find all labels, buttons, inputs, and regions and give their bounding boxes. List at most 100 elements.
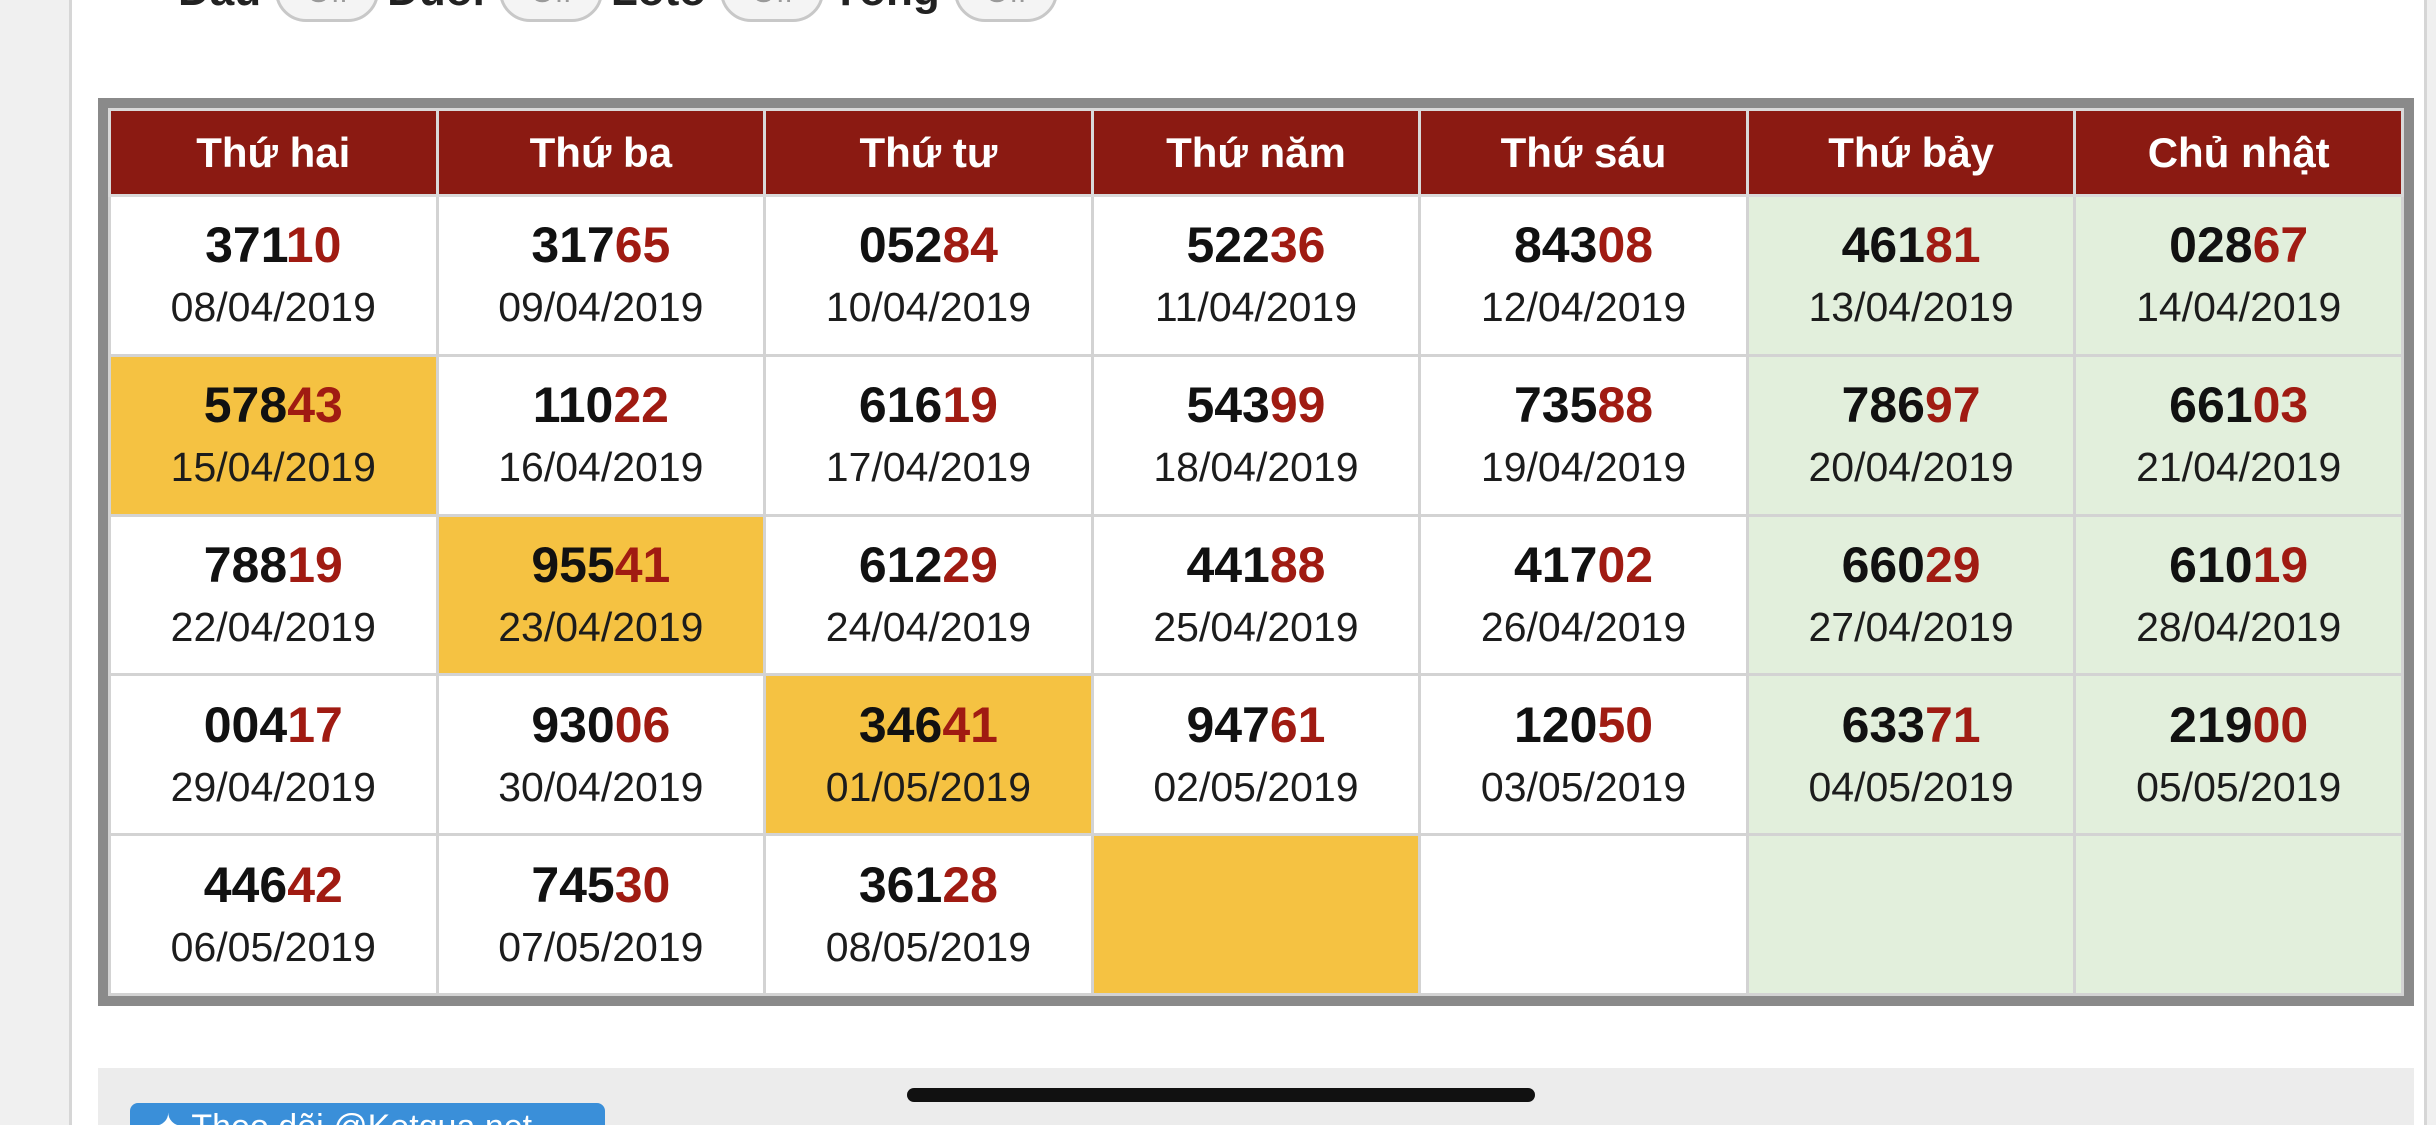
result-tail-digits: 08 xyxy=(1597,217,1654,274)
result-number: 78697 xyxy=(1749,375,2074,435)
result-date: 13/04/2019 xyxy=(1808,284,2014,331)
result-prefix-digits: 543 xyxy=(1186,377,1270,434)
day-cell[interactable]: 44642 06/05/2019 xyxy=(108,833,439,996)
day-cell[interactable]: 61019 28/04/2019 xyxy=(2073,513,2404,677)
result-date: 17/04/2019 xyxy=(825,444,1031,491)
day-cell[interactable]: 73588 19/04/2019 xyxy=(1418,353,1749,517)
result-date: 15/04/2019 xyxy=(170,444,376,491)
day-cell[interactable]: 57843 15/04/2019 xyxy=(108,353,439,517)
day-cell[interactable]: 61619 17/04/2019 xyxy=(763,353,1094,517)
result-tail-digits: 67 xyxy=(2252,217,2309,274)
result-prefix-digits: 317 xyxy=(531,217,615,274)
result-prefix-digits: 786 xyxy=(1841,377,1925,434)
result-number: 63371 xyxy=(1749,695,2074,755)
result-prefix-digits: 660 xyxy=(1841,536,1925,593)
result-prefix-digits: 361 xyxy=(858,856,943,913)
toggle-tong[interactable]: Off xyxy=(953,0,1058,22)
calendar-week-row: 57843 15/04/2019 11022 16/04/2019 61619 17/04… xyxy=(108,353,2404,517)
day-cell[interactable]: 02867 14/04/2019 xyxy=(2073,194,2404,357)
day-cell[interactable]: 21900 05/05/2019 xyxy=(2073,673,2404,837)
result-tail-digits: 06 xyxy=(614,696,671,753)
day-cell[interactable]: 36128 08/05/2019 xyxy=(763,833,1094,996)
header-thursday: Thứ năm xyxy=(1090,108,1422,197)
day-cell[interactable]: 95541 23/04/2019 xyxy=(435,513,767,677)
day-cell[interactable]: 66029 27/04/2019 xyxy=(1745,513,2077,677)
day-cell[interactable]: 12050 03/05/2019 xyxy=(1418,673,1749,837)
twitter-follow-button[interactable]: ✦ Theo dõi @Ketqua.net xyxy=(130,1103,605,1125)
result-prefix-digits: 661 xyxy=(2169,377,2253,434)
day-cell[interactable]: 78697 20/04/2019 xyxy=(1745,353,2077,517)
result-date: 30/04/2019 xyxy=(498,763,704,810)
day-cell[interactable]: 94761 02/05/2019 xyxy=(1090,673,1422,837)
result-tail-digits: 19 xyxy=(287,536,343,593)
result-date: 25/04/2019 xyxy=(1153,603,1359,650)
result-tail-digits: 81 xyxy=(1925,217,1981,274)
result-date: 20/04/2019 xyxy=(1808,444,2014,491)
result-prefix-digits: 955 xyxy=(531,536,615,593)
toggle-duoi[interactable]: Off xyxy=(498,0,603,22)
result-tail-digits: 17 xyxy=(287,696,343,753)
result-number: 31765 xyxy=(439,215,764,275)
header-monday: Thứ hai xyxy=(108,108,439,197)
result-number: 73588 xyxy=(1421,375,1746,435)
day-cell[interactable]: 05284 10/04/2019 xyxy=(763,194,1094,357)
result-date: 16/04/2019 xyxy=(498,444,704,491)
day-cell[interactable] xyxy=(1418,833,1749,996)
calendar-week-row: 78819 22/04/2019 95541 23/04/2019 61229 24/04… xyxy=(108,513,2404,677)
day-cell[interactable]: 63371 04/05/2019 xyxy=(1745,673,2077,837)
day-cell[interactable] xyxy=(1090,833,1422,996)
home-indicator xyxy=(907,1088,1535,1102)
calendar-week-row: 37110 08/04/2019 31765 09/04/2019 05284 10/04… xyxy=(108,194,2404,357)
result-number: 61619 xyxy=(766,375,1091,435)
result-date: 10/04/2019 xyxy=(825,284,1031,331)
result-prefix-digits: 110 xyxy=(532,377,614,434)
day-cell[interactable]: 84308 12/04/2019 xyxy=(1418,194,1749,357)
result-number: 02867 xyxy=(2076,215,2401,275)
day-cell[interactable]: 34641 01/05/2019 xyxy=(763,673,1094,837)
day-cell[interactable]: 31765 09/04/2019 xyxy=(435,194,767,357)
result-number: 34641 xyxy=(766,695,1091,755)
result-date: 03/05/2019 xyxy=(1480,763,1687,810)
filter-label-dau: Đầu xyxy=(178,0,261,16)
result-tail-digits: 00 xyxy=(2252,696,2309,753)
day-cell[interactable]: 54399 18/04/2019 xyxy=(1090,353,1422,517)
day-cell[interactable]: 61229 24/04/2019 xyxy=(763,513,1094,677)
day-cell[interactable]: 00417 29/04/2019 xyxy=(108,673,439,837)
day-cell[interactable]: 41702 26/04/2019 xyxy=(1418,513,1749,677)
result-number: 21900 xyxy=(2076,695,2401,755)
header-sunday: Chủ nhật xyxy=(2073,108,2404,197)
result-number: 94761 xyxy=(1094,695,1419,755)
toggle-loto[interactable]: Off xyxy=(720,0,825,22)
result-prefix-digits: 028 xyxy=(2169,217,2253,274)
result-tail-digits: 42 xyxy=(287,856,343,913)
result-date: 01/05/2019 xyxy=(825,763,1031,810)
day-cell[interactable]: 93006 30/04/2019 xyxy=(435,673,767,837)
toggle-dau[interactable]: Off xyxy=(275,0,380,22)
right-gutter xyxy=(2424,0,2436,1125)
result-tail-digits: 84 xyxy=(942,217,998,274)
day-cell[interactable]: 11022 16/04/2019 xyxy=(435,353,767,517)
result-prefix-digits: 446 xyxy=(203,856,288,913)
result-number: 44188 xyxy=(1094,535,1419,595)
calendar-table: Thứ hai Thứ ba Thứ tư Thứ năm Thứ sáu Th… xyxy=(108,108,2404,996)
result-tail-digits: 19 xyxy=(2252,536,2309,593)
day-cell[interactable]: 52236 11/04/2019 xyxy=(1090,194,1422,357)
result-prefix-digits: 788 xyxy=(203,536,288,593)
day-cell[interactable]: 46181 13/04/2019 xyxy=(1745,194,2077,357)
result-prefix-digits: 735 xyxy=(1514,377,1598,434)
result-tail-digits: 65 xyxy=(614,217,671,274)
day-cell[interactable]: 44188 25/04/2019 xyxy=(1090,513,1422,677)
day-cell[interactable]: 37110 08/04/2019 xyxy=(108,194,439,357)
result-date: 26/04/2019 xyxy=(1480,603,1687,650)
day-cell[interactable] xyxy=(2073,833,2404,996)
result-tail-digits: 99 xyxy=(1269,377,1326,434)
day-cell[interactable] xyxy=(1745,833,2077,996)
day-cell[interactable]: 74530 07/05/2019 xyxy=(435,833,767,996)
day-cell[interactable]: 78819 22/04/2019 xyxy=(108,513,439,677)
result-prefix-digits: 610 xyxy=(2169,536,2253,593)
result-number: 95541 xyxy=(439,535,764,595)
result-tail-digits: 41 xyxy=(942,696,998,753)
day-cell[interactable]: 66103 21/04/2019 xyxy=(2073,353,2404,517)
result-tail-digits: 22 xyxy=(613,377,669,434)
result-number: 54399 xyxy=(1094,375,1419,435)
